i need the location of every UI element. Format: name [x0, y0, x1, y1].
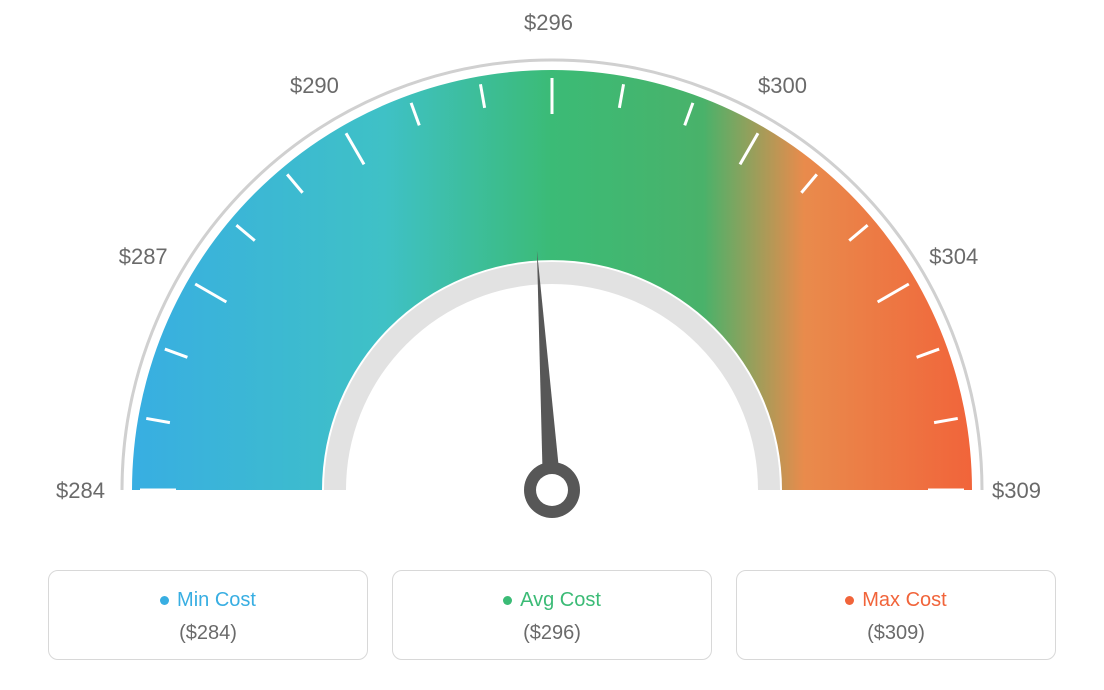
gauge-svg	[0, 0, 1104, 560]
legend-label-min: Min Cost	[177, 589, 256, 612]
legend-card-min: Min Cost ($284)	[48, 570, 368, 660]
legend-card-avg: Avg Cost ($296)	[392, 570, 712, 660]
gauge-tick-label: $300	[758, 73, 807, 99]
gauge-chart: $284 $287 $290 $296 $300 $304 $309	[0, 0, 1104, 560]
legend-dot-max	[845, 596, 854, 605]
gauge-tick-label: $284	[56, 478, 105, 504]
legend-title-min: Min Cost	[160, 589, 256, 612]
legend-row: Min Cost ($284) Avg Cost ($296) Max Cost…	[0, 570, 1104, 660]
legend-card-max: Max Cost ($309)	[736, 570, 1056, 660]
legend-value-max: ($309)	[737, 622, 1055, 645]
legend-value-min: ($284)	[49, 622, 367, 645]
legend-value-avg: ($296)	[393, 622, 711, 645]
legend-dot-min	[160, 596, 169, 605]
gauge-tick-label: $290	[290, 73, 339, 99]
gauge-tick-label: $296	[524, 10, 573, 36]
gauge-tick-label: $287	[119, 244, 168, 270]
legend-label-avg: Avg Cost	[520, 589, 601, 612]
legend-title-max: Max Cost	[845, 589, 946, 612]
legend-label-max: Max Cost	[862, 589, 946, 612]
gauge-tick-label: $309	[992, 478, 1041, 504]
gauge-tick-label: $304	[929, 244, 978, 270]
legend-title-avg: Avg Cost	[503, 589, 601, 612]
legend-dot-avg	[503, 596, 512, 605]
